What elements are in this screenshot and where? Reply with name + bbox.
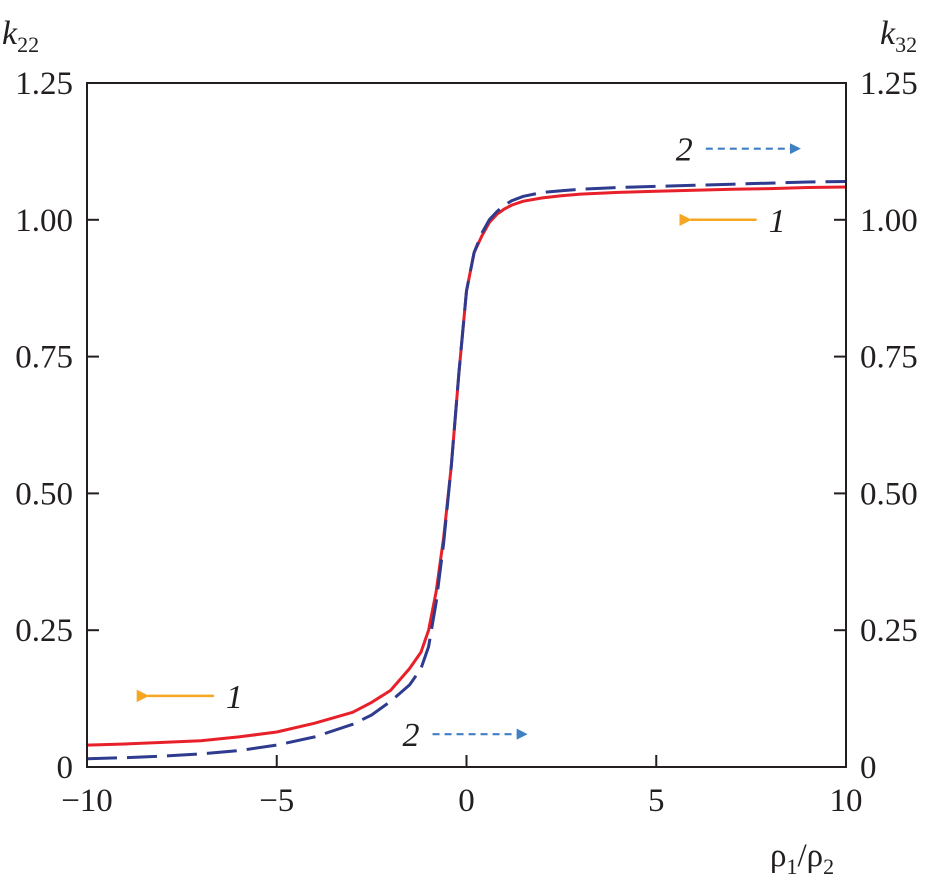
x-title-base2: ρ	[807, 838, 823, 874]
x-tick-label: −10	[61, 783, 113, 819]
series-layer	[86, 180, 847, 761]
y-right-tick-label: 0	[860, 750, 877, 786]
curve-annotation-1: 1	[136, 679, 243, 716]
x-title-sub1: 1	[786, 854, 797, 879]
y-left-tick-label: 0.75	[15, 340, 73, 376]
x-tick-label: 5	[648, 783, 665, 819]
series-line-1	[86, 185, 847, 747]
x-title-base1: ρ	[770, 838, 786, 874]
y-right-tick-label: 0.50	[860, 476, 918, 512]
curve-annotation-2: 2	[403, 717, 528, 754]
y-right-tick-label: 0.25	[860, 613, 918, 649]
curve-label: 1	[226, 679, 243, 716]
y-axis-title-right: k32	[880, 15, 917, 57]
y-axis-title-left: k22	[2, 15, 39, 57]
y-right-tick-label: 1.00	[860, 203, 918, 239]
curve-label: 2	[403, 717, 420, 754]
y-left-tick-label: 1.00	[15, 203, 73, 239]
y-left-base: k	[2, 15, 18, 52]
y-left-tick-label: 1.25	[15, 66, 73, 102]
x-axis-title: ρ1/ρ2	[770, 838, 834, 879]
y-left-tick-label: 0	[57, 750, 74, 786]
series-line-2	[86, 180, 847, 761]
curve-label: 1	[769, 203, 786, 240]
y-right-sub: 32	[895, 32, 917, 57]
curve-annotation-1: 1	[679, 203, 786, 240]
y-left-tick-label: 0.50	[15, 476, 73, 512]
curve-label: 2	[676, 132, 693, 169]
y-left-tick-label: 0.25	[15, 613, 73, 649]
y-right-base: k	[880, 15, 896, 52]
ticks-layer: −10 −5 0 5 100 00.25 0.250.50 0.500.75 0.751.00 1…	[15, 66, 918, 819]
y-left-sub: 22	[17, 32, 39, 57]
annotation-layer: 1 1 2 2	[136, 132, 801, 754]
x-title-sub2: 2	[823, 854, 834, 879]
y-right-tick-label: 1.25	[860, 66, 918, 102]
x-tick-label: 0	[458, 783, 475, 819]
x-tick-label: −5	[259, 783, 294, 819]
x-title-sep: /	[797, 838, 807, 874]
curve-annotation-2: 2	[676, 132, 801, 169]
y-right-tick-label: 0.75	[860, 340, 918, 376]
x-tick-label: 10	[830, 783, 863, 819]
